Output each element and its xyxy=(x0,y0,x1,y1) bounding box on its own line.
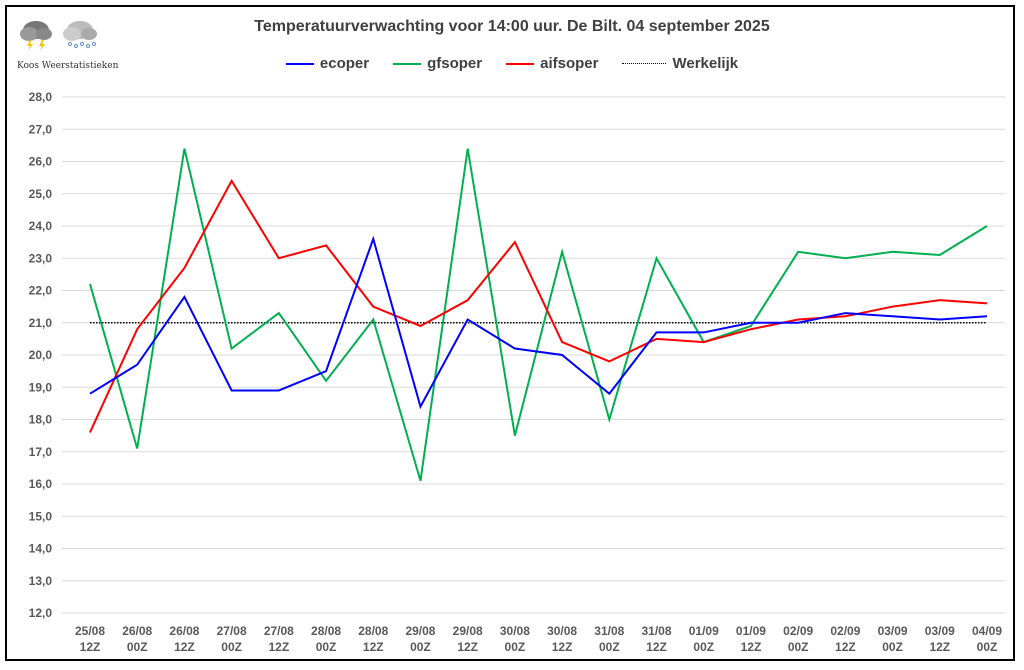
y-tick-label: 24,0 xyxy=(29,219,53,233)
x-tick-label: 04/09 xyxy=(972,624,1002,638)
x-tick-label: 29/08 xyxy=(453,624,483,638)
x-tick-label: 12Z xyxy=(929,640,950,654)
snow-cloud-icon xyxy=(63,21,97,48)
x-tick-label: 29/08 xyxy=(405,624,435,638)
x-tick-label: 26/08 xyxy=(122,624,152,638)
legend-swatch xyxy=(285,62,314,65)
x-tick-label: 30/08 xyxy=(500,624,530,638)
x-tick-label: 02/09 xyxy=(783,624,813,638)
series-line-ecoper xyxy=(89,235,988,410)
x-tick-label: 12Z xyxy=(741,640,762,654)
legend-item-ecoper: ecoper xyxy=(285,55,370,72)
logo xyxy=(20,21,97,51)
x-tick-label: 00Z xyxy=(977,640,998,654)
series-line-gfsoper xyxy=(89,148,988,482)
x-tick-label: 31/08 xyxy=(642,624,672,638)
y-tick-label: 15,0 xyxy=(29,509,53,523)
y-tick-label: 12,0 xyxy=(29,606,53,620)
x-tick-label: 12Z xyxy=(268,640,289,654)
x-tick-label: 00Z xyxy=(693,640,714,654)
y-tick-label: 17,0 xyxy=(29,445,53,459)
legend-label: aifsoper xyxy=(540,55,599,72)
y-tick-label: 14,0 xyxy=(29,542,53,556)
legend-swatch xyxy=(622,63,667,64)
x-tick-label: 01/09 xyxy=(689,624,719,638)
x-tick-label: 00Z xyxy=(882,640,903,654)
x-tick-label: 12Z xyxy=(646,640,667,654)
x-tick-label: 00Z xyxy=(316,640,337,654)
x-tick-label: 27/08 xyxy=(264,624,294,638)
x-tick-label: 00Z xyxy=(505,640,526,654)
y-tick-label: 13,0 xyxy=(29,574,53,588)
x-tick-label: 26/08 xyxy=(169,624,199,638)
legend-label: Werkelijk xyxy=(672,55,739,72)
x-tick-label: 03/09 xyxy=(925,624,955,638)
x-tick-label: 01/09 xyxy=(736,624,766,638)
x-tick-label: 25/08 xyxy=(75,624,105,638)
x-tick-label: 28/08 xyxy=(358,624,388,638)
legend-label: gfsoper xyxy=(427,55,483,72)
y-tick-label: 25,0 xyxy=(29,187,53,201)
legend-item-werkelijk: Werkelijk xyxy=(622,55,738,72)
x-tick-label: 00Z xyxy=(127,640,148,654)
legend-item-gfsoper: gfsoper xyxy=(393,55,482,72)
chart-frame xyxy=(5,5,1015,661)
x-tick-label: 12Z xyxy=(174,640,195,654)
x-tick-label: 03/09 xyxy=(878,624,908,638)
x-tick-label: 00Z xyxy=(221,640,242,654)
x-tick-label: 30/08 xyxy=(547,624,577,638)
x-tick-label: 00Z xyxy=(410,640,431,654)
x-tick-label: 12Z xyxy=(363,640,384,654)
x-tick-label: 12Z xyxy=(835,640,856,654)
legend-swatch xyxy=(393,62,422,65)
x-tick-label: 00Z xyxy=(599,640,620,654)
x-tick-label: 12Z xyxy=(457,640,478,654)
y-tick-label: 28,0 xyxy=(29,90,53,104)
chart-title: Temperatuurverwachting voor 14:00 uur. D… xyxy=(254,18,770,35)
series-line-aifsoper xyxy=(89,178,988,433)
y-tick-label: 26,0 xyxy=(29,155,53,169)
legend-label: ecoper xyxy=(319,55,370,72)
x-tick-label: 02/09 xyxy=(830,624,860,638)
y-tick-label: 20,0 xyxy=(29,348,53,362)
y-tick-label: 19,0 xyxy=(29,380,53,394)
thunderstorm-cloud-icon xyxy=(20,21,52,51)
legend-item-aifsoper: aifsoper xyxy=(506,55,598,72)
legend: ecoper gfsoper aifsoper Werkelijk xyxy=(0,55,1024,72)
y-tick-label: 21,0 xyxy=(29,316,53,330)
y-tick-label: 18,0 xyxy=(29,413,53,427)
y-tick-label: 16,0 xyxy=(29,477,53,491)
x-tick-label: 31/08 xyxy=(594,624,624,638)
y-tick-label: 23,0 xyxy=(29,251,53,265)
x-tick-label: 28/08 xyxy=(311,624,341,638)
x-tick-label: 12Z xyxy=(552,640,573,654)
y-tick-label: 22,0 xyxy=(29,284,53,298)
legend-swatch xyxy=(506,62,535,65)
x-tick-label: 12Z xyxy=(80,640,101,654)
x-tick-label: 00Z xyxy=(788,640,809,654)
y-tick-label: 27,0 xyxy=(29,122,53,136)
logo-text: Koos Weerstatistieken xyxy=(17,61,119,71)
x-tick-label: 27/08 xyxy=(217,624,247,638)
